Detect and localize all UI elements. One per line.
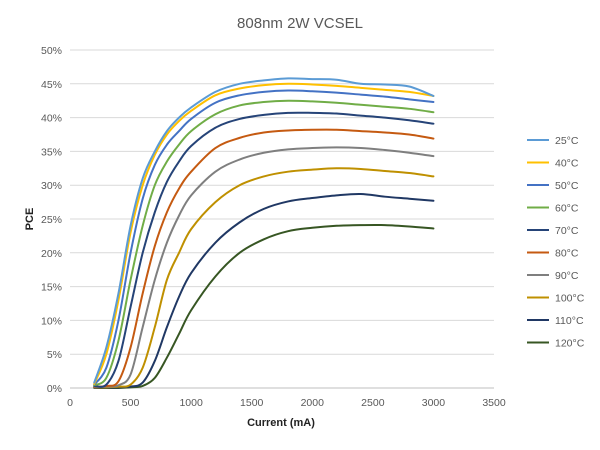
series-line	[93, 77, 435, 384]
y-tick-label: 50%	[41, 45, 62, 57]
series-line	[93, 89, 435, 386]
y-tick-label: 15%	[41, 282, 62, 294]
y-axis-label: PCE	[24, 208, 36, 231]
x-tick-label: 3500	[482, 397, 506, 409]
x-tick-label: 2500	[361, 397, 385, 409]
legend-label: 70°C	[555, 225, 579, 237]
x-tick-labels: 0 500 1000 1500 2000 2500 3000 3500	[67, 397, 506, 409]
legend-label: 60°C	[555, 203, 579, 215]
y-tick-label: 45%	[41, 79, 62, 91]
y-tick-label: 30%	[41, 180, 62, 192]
series-layer	[93, 77, 435, 390]
y-tick-labels: 0% 5% 10% 15% 20% 25% 30% 35% 40% 45% 50%	[41, 45, 62, 395]
legend-label: 25°C	[555, 135, 579, 147]
legend-label: 100°C	[555, 293, 585, 305]
x-tick-label: 0	[67, 397, 73, 409]
x-tick-label: 500	[122, 397, 140, 409]
legend-label: 40°C	[555, 158, 579, 170]
y-tick-label: 25%	[41, 214, 62, 226]
legend-label: 120°C	[555, 338, 585, 350]
y-tick-label: 35%	[41, 146, 62, 158]
y-tick-label: 40%	[41, 113, 62, 125]
y-tick-label: 0%	[47, 383, 62, 395]
x-tick-label: 1500	[240, 397, 264, 409]
series-line	[93, 99, 435, 387]
legend-label: 80°C	[555, 248, 579, 260]
series-line	[93, 128, 435, 388]
legend-label: 50°C	[555, 180, 579, 192]
y-tick-label: 10%	[41, 315, 62, 327]
x-axis-label: Current (mA)	[247, 417, 315, 429]
chart-title: 808nm 2W VCSEL	[237, 15, 363, 32]
y-tick-label: 20%	[41, 248, 62, 260]
series-line	[93, 192, 435, 389]
x-tick-label: 2000	[301, 397, 325, 409]
legend: 25°C 40°C 50°C 60°C 70°C 80°C 90°C 100°C 110°C 12…	[527, 135, 585, 350]
legend-label: 110°C	[555, 315, 584, 327]
x-tick-label: 3000	[422, 397, 446, 409]
legend-label: 90°C	[555, 270, 579, 282]
series-line	[93, 167, 435, 389]
y-tick-label: 5%	[47, 349, 62, 361]
series-line	[93, 82, 435, 385]
series-line	[93, 111, 435, 388]
x-tick-label: 1000	[179, 397, 203, 409]
series-line	[93, 146, 435, 389]
